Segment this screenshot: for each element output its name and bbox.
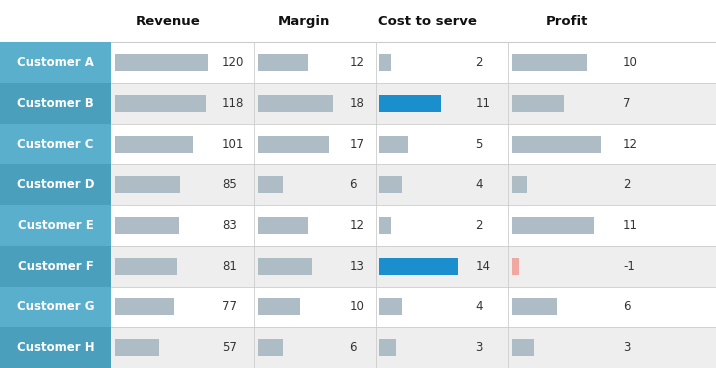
Bar [0,205,111,246]
Text: 120: 120 [222,56,244,69]
Bar [115,95,206,112]
Bar [379,339,397,356]
Text: 85: 85 [222,178,237,191]
Bar [115,298,174,315]
Bar [0,287,111,327]
Bar [258,54,308,71]
Text: 10: 10 [623,56,638,69]
Bar [0,42,111,83]
Bar [379,258,458,275]
Text: 7: 7 [623,97,630,110]
Bar [512,176,527,193]
Text: 5: 5 [475,138,483,151]
Text: 18: 18 [349,97,364,110]
Bar [0,327,111,368]
Text: Customer D: Customer D [16,178,95,191]
Text: Customer C: Customer C [17,138,94,151]
Text: 12: 12 [349,56,364,69]
Bar [0,205,716,246]
Text: Cost to serve: Cost to serve [378,15,477,28]
Bar [0,42,716,83]
Text: 3: 3 [623,341,630,354]
Bar [115,339,159,356]
Text: 13: 13 [349,260,364,273]
Text: 14: 14 [475,260,490,273]
Text: Customer A: Customer A [17,56,94,69]
Bar [0,246,111,287]
Text: 12: 12 [349,219,364,232]
Bar [258,258,312,275]
Bar [379,135,407,153]
Text: Customer E: Customer E [18,219,93,232]
Bar [512,298,557,315]
Bar [258,217,308,234]
Text: 57: 57 [222,341,237,354]
Text: 10: 10 [349,300,364,314]
Bar [115,135,193,153]
Text: 11: 11 [475,97,490,110]
Text: 11: 11 [623,219,638,232]
Text: Customer F: Customer F [18,260,93,273]
Text: 12: 12 [623,138,638,151]
Bar [0,327,716,368]
Text: 6: 6 [349,178,357,191]
Bar [512,135,601,153]
Bar [0,124,111,164]
Text: 101: 101 [222,138,244,151]
Text: 83: 83 [222,219,237,232]
Text: 2: 2 [475,219,483,232]
Bar [0,164,716,205]
Bar [379,54,391,71]
Text: 17: 17 [349,138,364,151]
Bar [512,95,564,112]
Bar [258,176,283,193]
Text: 4: 4 [475,300,483,314]
Bar [115,176,180,193]
Text: Customer H: Customer H [16,341,95,354]
Text: Revenue: Revenue [136,15,200,28]
Text: -1: -1 [623,260,635,273]
Text: Customer G: Customer G [16,300,95,314]
Bar [258,298,299,315]
Bar [115,54,208,71]
Text: Margin: Margin [277,15,330,28]
Text: 2: 2 [475,56,483,69]
Bar [379,217,391,234]
Text: Profit: Profit [546,15,589,28]
Bar [0,83,716,124]
Text: 2: 2 [623,178,630,191]
Bar [379,298,402,315]
Text: 3: 3 [475,341,483,354]
Text: 4: 4 [475,178,483,191]
Bar [115,258,178,275]
Bar [258,135,329,153]
Bar [0,0,716,42]
Bar [512,54,586,71]
Text: 6: 6 [349,341,357,354]
Bar [379,176,402,193]
Bar [379,95,441,112]
Text: 77: 77 [222,300,237,314]
Bar [512,217,594,234]
Text: 118: 118 [222,97,244,110]
Bar [0,287,716,327]
Bar [0,246,716,287]
Bar [0,83,111,124]
Bar [258,339,283,356]
Bar [0,164,111,205]
Bar [512,339,534,356]
Text: 6: 6 [623,300,630,314]
Bar [0,124,716,164]
Bar [258,95,333,112]
Text: 81: 81 [222,260,237,273]
Bar [115,217,179,234]
Text: Customer B: Customer B [17,97,94,110]
Bar [512,258,519,275]
